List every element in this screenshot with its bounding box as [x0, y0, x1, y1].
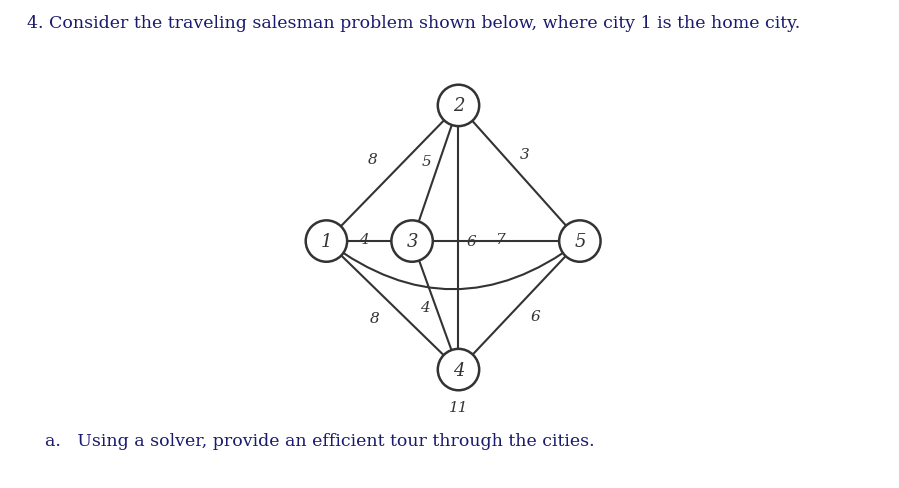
Text: 3: 3 [406, 233, 418, 250]
Text: 6: 6 [466, 235, 476, 248]
Text: 4. Consider the traveling salesman problem shown below, where city 1 is the home: 4. Consider the traveling salesman probl… [27, 15, 800, 32]
Circle shape [306, 221, 347, 262]
Text: 7: 7 [494, 233, 504, 247]
Text: 5: 5 [574, 233, 585, 250]
Text: 1: 1 [321, 233, 332, 250]
Text: a.   Using a solver, provide an efficient tour through the cities.: a. Using a solver, provide an efficient … [45, 432, 594, 449]
Circle shape [391, 221, 432, 262]
Text: 5: 5 [422, 154, 432, 168]
Circle shape [438, 349, 479, 390]
Text: 4: 4 [359, 233, 369, 247]
Text: 8: 8 [368, 153, 378, 166]
Text: 6: 6 [530, 309, 540, 324]
Text: 11: 11 [449, 400, 468, 414]
Text: 4: 4 [453, 361, 464, 379]
Text: 3: 3 [520, 147, 530, 161]
Text: 4: 4 [420, 301, 430, 314]
Circle shape [438, 85, 479, 127]
FancyArrowPatch shape [329, 243, 578, 289]
Circle shape [559, 221, 601, 262]
Text: 2: 2 [453, 97, 464, 115]
Text: 8: 8 [369, 311, 379, 325]
